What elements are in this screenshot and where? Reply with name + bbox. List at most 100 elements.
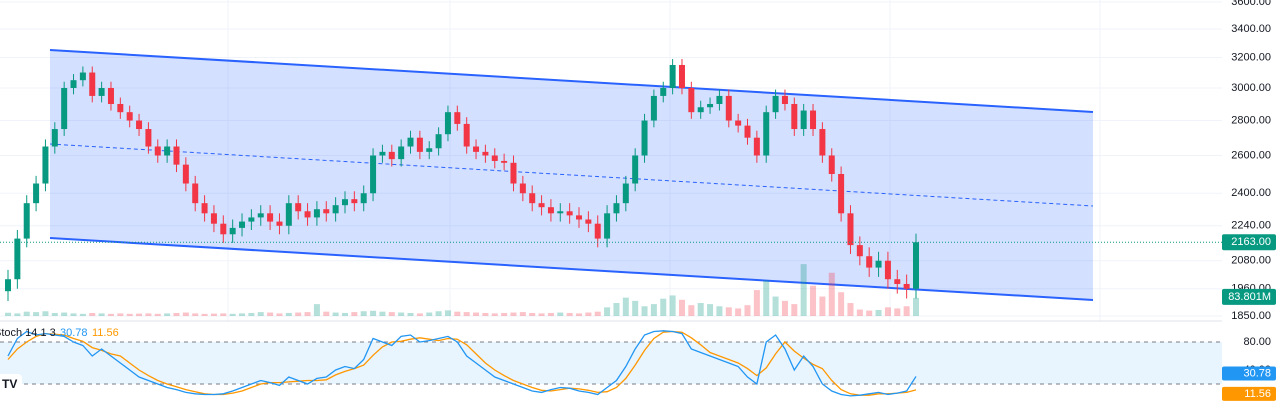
candle-body — [697, 107, 704, 113]
candles — [0, 59, 1222, 301]
candle-body — [763, 112, 770, 156]
volume-bar — [220, 313, 227, 316]
volume-bar — [33, 312, 40, 316]
candle-body — [585, 219, 592, 224]
y-tick-label: 1850.00 — [1231, 310, 1271, 322]
volume-bar — [519, 312, 526, 316]
stoch-band — [0, 342, 1222, 384]
candle-body — [594, 223, 601, 239]
volume-bar — [285, 312, 292, 316]
volume-bar — [856, 309, 863, 316]
candle-body — [510, 162, 517, 184]
candle-body — [547, 207, 554, 214]
volume-bar — [295, 312, 302, 316]
volume-bar — [875, 309, 882, 316]
volume-bar — [201, 313, 208, 316]
volume-bar — [622, 297, 629, 316]
candle-body — [154, 146, 161, 156]
volume-bar — [557, 312, 564, 316]
candle-body — [678, 64, 685, 88]
volume-bar — [341, 312, 348, 316]
volume-bar — [913, 297, 919, 316]
candle-body — [173, 146, 180, 165]
volume-bar — [276, 313, 283, 316]
volume-bar — [632, 300, 639, 316]
candle-body — [913, 242, 919, 289]
candle-body — [360, 193, 367, 204]
volume-bar — [248, 312, 255, 316]
candle-body — [753, 137, 760, 156]
volume-bar — [763, 280, 770, 316]
candle-body — [89, 72, 96, 96]
candle-body — [435, 134, 442, 149]
stoch-badge — [1222, 366, 1276, 381]
candle-body — [370, 155, 377, 194]
channel-fill — [50, 50, 1093, 300]
candle-body — [875, 260, 882, 268]
candle-body — [716, 95, 723, 104]
volume-bar — [398, 312, 405, 316]
candle-body — [98, 87, 105, 96]
stoch — [0, 330, 1222, 397]
volume-bar — [5, 312, 11, 316]
candle-body — [622, 183, 629, 204]
candle-body — [220, 223, 227, 235]
volume-bar — [744, 305, 751, 316]
candle-body — [210, 213, 217, 224]
candle-body — [519, 183, 526, 194]
candle-body — [70, 80, 77, 88]
stoch-pane — [0, 322, 1222, 411]
volume-bar — [473, 312, 480, 316]
stoch-k-line — [7, 330, 917, 397]
volume-bar — [491, 313, 498, 316]
candle-body — [800, 110, 807, 130]
candle-body — [856, 245, 863, 257]
candle-body — [164, 146, 171, 156]
stoch-badge — [1222, 386, 1276, 401]
candle-body — [285, 203, 292, 226]
candle-body — [557, 211, 564, 214]
volume-bar — [192, 313, 199, 316]
volume-bar — [866, 310, 873, 316]
volume-bar — [772, 296, 779, 316]
volume-bar — [669, 295, 676, 316]
candle-body — [650, 95, 657, 121]
volume-bar — [323, 311, 330, 316]
stoch-value-label: 11.56 — [1244, 388, 1271, 400]
volume-bar — [800, 264, 807, 316]
candle-body — [566, 211, 573, 216]
y-tick-label: 2800.00 — [1231, 114, 1271, 126]
volume-bar — [98, 313, 105, 316]
stoch-d-line — [7, 330, 917, 396]
price-scale — [1222, 0, 1280, 411]
price-grid — [0, 1, 1222, 317]
candle-body — [341, 199, 348, 206]
candle-body — [33, 183, 40, 204]
volume-bar — [716, 306, 723, 316]
volume-bar — [136, 313, 143, 316]
y-tick-label: 3600.00 — [1231, 0, 1271, 8]
candle-body — [725, 95, 732, 121]
volume-bar — [725, 307, 732, 316]
candle-body — [276, 221, 283, 226]
candle-body — [810, 110, 817, 130]
candle-body — [791, 103, 798, 130]
candle-body — [14, 238, 21, 280]
volume-bar — [257, 312, 264, 316]
volume-bar — [650, 304, 657, 316]
volume-bar — [697, 303, 704, 316]
candle-body — [388, 151, 395, 160]
volume-bar — [360, 311, 367, 316]
y-tick-label: 3400.00 — [1231, 23, 1271, 35]
volume-bar — [154, 313, 161, 316]
channel-mid — [49, 143, 1094, 207]
candle-body — [463, 123, 470, 147]
candle-body — [145, 129, 152, 147]
volume-bar — [164, 313, 171, 316]
volume-bar — [510, 312, 517, 316]
candle-body — [192, 183, 199, 204]
volume-bar — [903, 306, 910, 316]
price-badge — [1222, 234, 1276, 251]
volume-bar — [463, 312, 470, 316]
candle-body — [416, 137, 423, 152]
